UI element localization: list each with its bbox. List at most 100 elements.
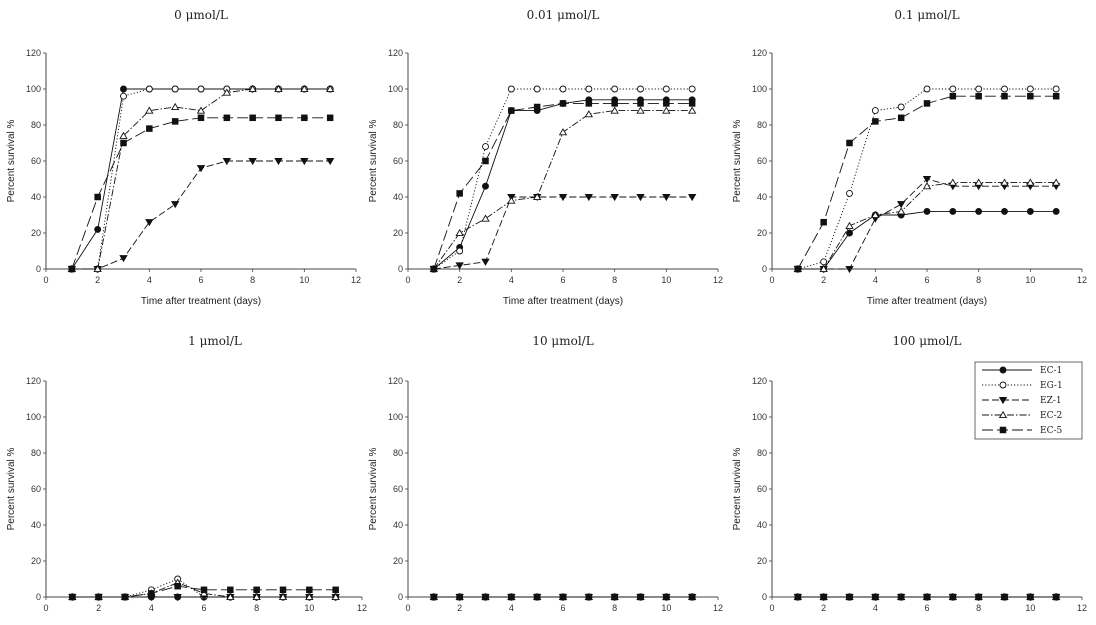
data-point <box>68 265 76 273</box>
data-point <box>1052 207 1060 215</box>
series-line <box>72 585 336 598</box>
data-point <box>145 85 153 93</box>
y-tick-label: 120 <box>388 48 403 58</box>
data-point <box>663 593 670 601</box>
y-tick-label: 60 <box>393 156 403 166</box>
y-axis-label: Percent survival % <box>368 119 379 202</box>
y-tick-label: 20 <box>31 228 41 238</box>
data-point <box>923 593 931 601</box>
legend-item-ec5: EC-5 <box>982 426 1062 436</box>
data-point <box>923 85 931 93</box>
data-point <box>611 100 618 107</box>
y-tick-label: 0 <box>398 592 403 602</box>
data-point <box>688 85 696 93</box>
chart-title: 1 μmol/L <box>188 334 242 348</box>
x-tick-label: 2 <box>821 603 826 613</box>
data-point <box>94 225 102 233</box>
data-point <box>456 247 464 255</box>
y-tick-label: 120 <box>26 48 41 58</box>
data-point <box>559 100 567 107</box>
data-point <box>248 157 257 166</box>
data-point <box>662 106 671 114</box>
data-point <box>455 262 464 270</box>
x-tick-label: 0 <box>405 275 410 285</box>
data-point <box>687 106 697 114</box>
data-point <box>819 264 828 273</box>
data-point <box>121 593 129 601</box>
x-tick-label: 0 <box>769 603 774 613</box>
y-tick-label: 0 <box>762 264 767 274</box>
y-tick-label: 20 <box>757 556 767 566</box>
series-ec-5 <box>69 582 339 601</box>
data-point <box>325 84 335 93</box>
panel-10-mol-l: 10 μmol/L0 2 4 6 8 10 12020406080100120Percent… <box>368 334 723 613</box>
series-ec-5 <box>794 593 1060 601</box>
x-axis-label: Time after treatment (days) <box>867 296 987 307</box>
data-point <box>949 593 957 601</box>
x-tick-label: 4 <box>509 275 514 285</box>
series-ec-1 <box>794 207 1060 273</box>
data-point <box>846 229 853 237</box>
data-point <box>200 586 208 594</box>
y-tick-label: 120 <box>752 48 767 58</box>
series-line <box>433 99 693 270</box>
series-ec-5 <box>68 114 334 273</box>
x-tick-label: 0 <box>405 603 410 613</box>
x-tick-label: 12 <box>1077 275 1087 285</box>
data-point <box>585 85 593 93</box>
data-point <box>1052 593 1060 601</box>
y-tick-label: 0 <box>36 264 41 274</box>
series-line <box>433 196 693 270</box>
legend-item-ez1: EZ-1 <box>982 396 1062 406</box>
chart-title: 0.1 μmol/L <box>894 8 959 22</box>
data-point <box>559 85 567 93</box>
data-point <box>507 85 515 93</box>
data-point <box>1052 92 1060 100</box>
y-tick-label: 20 <box>393 228 403 238</box>
data-point <box>456 190 463 197</box>
x-tick-label: 10 <box>661 275 671 285</box>
data-point <box>325 157 335 166</box>
x-tick-label: 8 <box>976 603 981 613</box>
x-tick-label: 2 <box>457 603 462 613</box>
data-point <box>559 593 567 601</box>
x-tick-label: 4 <box>873 603 878 613</box>
x-tick-label: 2 <box>457 275 462 285</box>
data-point <box>923 207 931 215</box>
chart-title: 100 μmol/L <box>893 334 962 348</box>
data-point <box>871 210 880 219</box>
data-point <box>275 114 282 122</box>
data-point <box>170 102 180 111</box>
y-tick-label: 120 <box>388 376 403 386</box>
data-point <box>482 182 489 190</box>
x-tick-label: 6 <box>198 275 203 285</box>
data-point <box>585 593 593 601</box>
data-point <box>274 84 283 93</box>
data-point <box>249 114 256 122</box>
data-point <box>145 106 154 114</box>
data-point <box>222 88 232 96</box>
data-point <box>636 106 645 114</box>
data-point <box>300 157 309 166</box>
data-point <box>1001 85 1008 93</box>
x-tick-label: 10 <box>1025 603 1035 613</box>
data-point <box>974 178 983 186</box>
data-point <box>794 593 802 601</box>
data-point <box>533 85 541 93</box>
y-tick-label: 120 <box>26 376 41 386</box>
data-point <box>481 214 490 222</box>
data-point <box>610 193 619 202</box>
data-point <box>301 114 308 122</box>
y-tick-label: 40 <box>757 192 767 202</box>
x-tick-label: 12 <box>713 275 723 285</box>
data-point <box>279 586 287 594</box>
x-tick-label: 0 <box>43 603 48 613</box>
data-point <box>120 139 127 147</box>
y-tick-label: 0 <box>762 592 767 602</box>
x-tick-label: 2 <box>821 275 826 285</box>
legend-item-ec2: EC-2 <box>982 410 1062 421</box>
data-point <box>196 106 206 114</box>
x-tick-label: 8 <box>612 603 617 613</box>
data-point <box>923 100 931 107</box>
data-point <box>300 84 309 93</box>
